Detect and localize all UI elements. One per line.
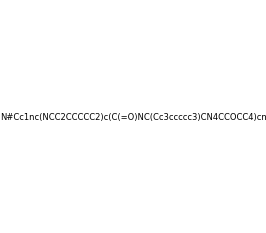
Text: N#Cc1nc(NCC2CCCCC2)c(C(=O)NC(Cc3ccccc3)CN4CCOCC4)cn1: N#Cc1nc(NCC2CCCCC2)c(C(=O)NC(Cc3ccccc3)C… <box>0 113 266 122</box>
